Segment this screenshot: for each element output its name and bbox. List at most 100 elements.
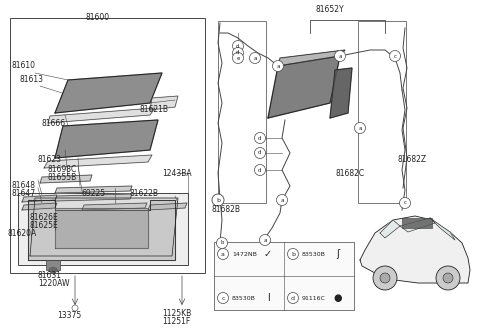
Text: 81600: 81600 [86, 13, 110, 23]
Text: 81698C: 81698C [48, 166, 77, 174]
Text: a: a [253, 55, 257, 60]
Text: 81647: 81647 [12, 190, 36, 198]
Polygon shape [430, 218, 455, 240]
Polygon shape [48, 108, 155, 123]
Polygon shape [30, 198, 178, 256]
Polygon shape [55, 120, 158, 158]
Text: a: a [276, 64, 280, 69]
Text: 81655B: 81655B [48, 174, 77, 182]
Text: d: d [258, 168, 262, 173]
Bar [18, 193, 188, 265]
Bar [214, 242, 354, 310]
Text: 1220AW: 1220AW [38, 279, 70, 289]
Text: 81666: 81666 [42, 118, 66, 128]
Circle shape [276, 195, 288, 206]
Text: 13375: 13375 [57, 312, 81, 320]
Circle shape [443, 273, 453, 283]
Polygon shape [22, 195, 57, 202]
Circle shape [389, 51, 400, 62]
Circle shape [273, 60, 284, 72]
Bar [358, 21, 406, 203]
Text: 11251F: 11251F [162, 317, 190, 325]
Text: c: c [221, 296, 225, 300]
Circle shape [232, 52, 243, 64]
Bar [10, 18, 205, 273]
Text: 81682B: 81682B [212, 206, 241, 215]
Circle shape [232, 48, 243, 58]
Text: 81623: 81623 [38, 155, 62, 165]
Polygon shape [55, 73, 162, 113]
Text: d: d [236, 51, 240, 55]
Polygon shape [55, 186, 132, 193]
Polygon shape [28, 200, 175, 260]
Polygon shape [22, 203, 57, 210]
Polygon shape [330, 68, 352, 118]
Text: 1243BA: 1243BA [162, 169, 192, 177]
Text: d: d [258, 151, 262, 155]
Text: ✓: ✓ [264, 249, 272, 259]
Circle shape [260, 235, 271, 245]
Text: 81648: 81648 [12, 181, 36, 191]
Text: 1125KB: 1125KB [162, 310, 191, 318]
Text: 81682Z: 81682Z [398, 155, 427, 165]
Circle shape [216, 237, 228, 249]
Text: a: a [338, 53, 342, 58]
Circle shape [288, 249, 299, 259]
Text: b: b [220, 240, 224, 245]
Bar [218, 21, 266, 203]
Text: b: b [291, 252, 295, 256]
Circle shape [232, 40, 243, 51]
Text: 81613: 81613 [20, 74, 44, 84]
Polygon shape [82, 203, 147, 210]
Bar [46, 260, 60, 270]
Ellipse shape [49, 268, 57, 273]
Text: 81682C: 81682C [335, 169, 364, 177]
Text: d: d [258, 135, 262, 140]
Circle shape [212, 194, 224, 206]
Circle shape [380, 273, 390, 283]
Text: a: a [263, 237, 267, 242]
Text: 81622B: 81622B [130, 190, 159, 198]
Circle shape [254, 165, 265, 175]
Circle shape [288, 293, 299, 303]
Circle shape [335, 51, 346, 62]
Text: c: c [404, 200, 407, 206]
Text: d: d [291, 296, 295, 300]
Text: c: c [394, 53, 396, 58]
Polygon shape [55, 208, 148, 248]
Polygon shape [44, 155, 152, 168]
Circle shape [217, 293, 228, 303]
Text: a: a [280, 197, 284, 202]
Text: 83530B: 83530B [232, 296, 256, 300]
Circle shape [217, 249, 228, 259]
Polygon shape [380, 220, 400, 238]
Text: 81621B: 81621B [140, 106, 169, 114]
Text: 81625E: 81625E [30, 221, 59, 231]
Text: ●: ● [334, 293, 342, 303]
Circle shape [399, 197, 410, 209]
Text: 91116C: 91116C [302, 296, 326, 300]
Text: ʃ: ʃ [336, 249, 340, 259]
Circle shape [436, 266, 460, 290]
Text: b: b [216, 197, 220, 202]
Polygon shape [278, 50, 345, 66]
Text: 81626E: 81626E [30, 214, 59, 222]
Polygon shape [55, 194, 132, 201]
Text: 81631: 81631 [38, 272, 62, 280]
Bar [402, 218, 432, 228]
Circle shape [72, 305, 78, 311]
Text: 1472NB: 1472NB [232, 252, 257, 256]
Polygon shape [268, 56, 340, 118]
Circle shape [250, 52, 261, 64]
Polygon shape [400, 218, 435, 232]
Polygon shape [148, 203, 187, 210]
Text: 81610: 81610 [12, 62, 36, 71]
Text: 83530B: 83530B [302, 252, 326, 256]
Text: 81652Y: 81652Y [316, 6, 344, 14]
Text: d: d [236, 44, 240, 49]
Text: a: a [358, 126, 362, 131]
Text: 81620A: 81620A [8, 230, 37, 238]
Polygon shape [40, 175, 92, 183]
Circle shape [355, 122, 365, 133]
Polygon shape [150, 96, 178, 110]
